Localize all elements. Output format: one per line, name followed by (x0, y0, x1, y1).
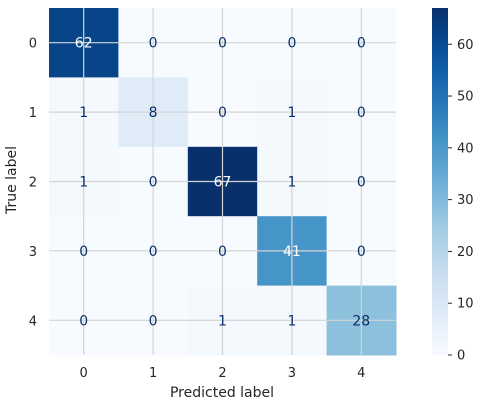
cell-value-r1-c2: 0 (218, 105, 227, 121)
cell-value-r3-c0: 0 (79, 244, 88, 260)
cell-value-r2-c2: 67 (214, 175, 232, 191)
cell-value-r1-c3: 1 (287, 105, 296, 121)
cell-value-r0-c2: 0 (218, 36, 227, 52)
grid-lines (49, 8, 396, 355)
cell-value-r2-c0: 1 (79, 175, 88, 191)
cell-value-r3-c1: 0 (149, 244, 158, 260)
cell-value-r2-c1: 0 (149, 175, 158, 191)
y-tick-label: 0 (29, 37, 37, 52)
y-tick-label: 1 (29, 106, 37, 121)
cell-value-r3-c2: 0 (218, 244, 227, 260)
cell-value-r0-c0: 62 (75, 36, 93, 52)
cell-value-r3-c3: 41 (283, 244, 301, 260)
colorbar-tick-label: 60 (457, 38, 474, 53)
y-tick-label: 3 (29, 245, 37, 260)
cell-value-r2-c3: 1 (287, 175, 296, 191)
y-tick-label: 4 (29, 314, 37, 329)
cell-value-r0-c4: 0 (357, 36, 366, 52)
cell-value-r0-c3: 0 (287, 36, 296, 52)
colorbar-tick-label: 0 (457, 349, 465, 364)
colorbar: 0 10 20 30 40 50 60 (432, 8, 474, 364)
colorbar-tick-label: 50 (457, 90, 474, 105)
x-axis-label: Predicted label (170, 385, 274, 401)
x-tick-label: 3 (288, 366, 296, 381)
cell-value-r1-c1: 8 (149, 105, 158, 121)
cell-value-r2-c4: 0 (357, 175, 366, 191)
cell-value-r4-c3: 1 (287, 313, 296, 329)
cell-value-r3-c4: 0 (357, 244, 366, 260)
colorbar-ticks: 0 10 20 30 40 50 60 (448, 38, 474, 364)
colorbar-tick-label: 10 (457, 297, 474, 312)
cell-values: 62 0 0 0 0 1 8 0 1 0 1 0 67 1 0 0 0 0 41 0 0 0 1 1 28 (75, 36, 370, 330)
x-tick-label: 0 (80, 366, 88, 381)
x-tick-label: 1 (149, 366, 157, 381)
cell-value-r0-c1: 0 (149, 36, 158, 52)
cell-value-r1-c4: 0 (357, 105, 366, 121)
cell-value-r4-c1: 0 (149, 313, 158, 329)
cell-value-r4-c4: 28 (352, 313, 370, 329)
cell-value-r1-c0: 1 (79, 105, 88, 121)
x-tick-label: 2 (218, 366, 226, 381)
cell-value-r4-c0: 0 (79, 313, 88, 329)
x-tick-label: 4 (357, 366, 365, 381)
y-tick-label: 2 (29, 176, 37, 191)
colorbar-tick-label: 20 (457, 245, 474, 260)
y-axis-label: True label (4, 146, 20, 215)
colorbar-tick-label: 30 (457, 193, 474, 208)
colorbar-tick-label: 40 (457, 141, 474, 156)
colorbar-gradient (432, 8, 448, 355)
x-axis-ticks: 0 1 2 3 4 (80, 366, 366, 381)
cell-value-r4-c2: 1 (218, 313, 227, 329)
y-axis-ticks: 0 1 2 3 4 (29, 37, 37, 330)
